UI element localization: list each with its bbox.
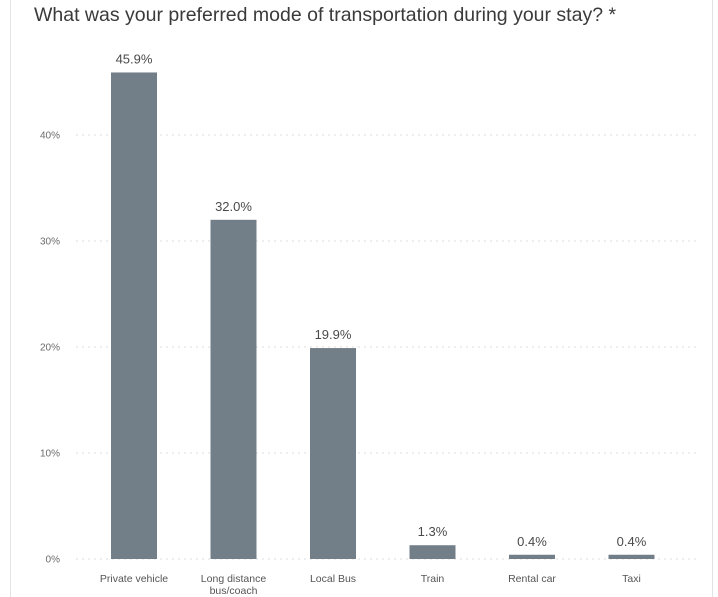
y-tick-label: 30% [40, 237, 60, 248]
x-tick-label: Private vehicle [100, 573, 168, 585]
x-tick-label: Train [421, 573, 445, 585]
right-divider [712, 0, 713, 597]
x-tick-label: bus/coach [210, 585, 258, 597]
x-tick-label: Local Bus [310, 573, 356, 585]
left-divider [10, 0, 11, 597]
bar [111, 72, 157, 560]
data-label: 32.0% [215, 199, 252, 214]
data-label: 0.4% [617, 534, 647, 549]
bar [608, 554, 655, 559]
y-tick-label: 40% [40, 131, 60, 142]
y-tick-label: 20% [40, 343, 60, 354]
bar [509, 554, 555, 559]
data-label: 0.4% [517, 534, 547, 549]
x-tick-label: Rental car [508, 573, 556, 585]
data-label: 1.3% [418, 524, 448, 539]
bar [409, 545, 456, 559]
question-title: What was your preferred mode of transpor… [34, 4, 617, 26]
y-tick-label: 10% [40, 449, 60, 460]
data-label: 45.9% [116, 51, 153, 66]
x-tick-label: Long distance [201, 573, 267, 585]
bar [310, 348, 356, 559]
bar [210, 219, 257, 560]
y-tick-label: 0% [46, 555, 61, 566]
x-tick-label: Taxi [622, 573, 641, 585]
data-label: 19.9% [315, 327, 352, 342]
